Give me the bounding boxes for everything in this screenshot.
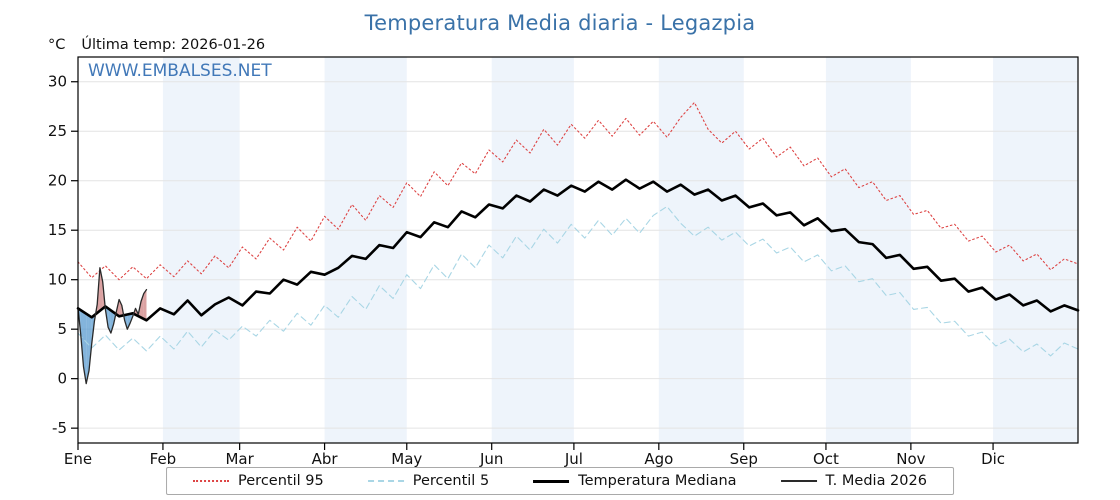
svg-text:30: 30 [48, 73, 67, 91]
svg-text:Feb: Feb [150, 450, 177, 468]
svg-text:Nov: Nov [896, 450, 925, 468]
svg-text:Ene: Ene [64, 450, 92, 468]
svg-text:Sep: Sep [730, 450, 758, 468]
legend-item-media-2026: T. Media 2026 [780, 473, 927, 489]
svg-text:May: May [391, 450, 422, 468]
svg-text:5: 5 [57, 320, 67, 338]
legend-label-media-2026: T. Media 2026 [825, 473, 927, 489]
svg-text:Jun: Jun [479, 450, 503, 468]
svg-text:20: 20 [48, 172, 67, 190]
svg-text:Oct: Oct [813, 450, 839, 468]
svg-text:10: 10 [48, 271, 67, 289]
percentil-95-line-icon [193, 480, 230, 482]
legend: Percentil 95 Percentil 5 Temperatura Med… [166, 467, 954, 495]
svg-text:-5: -5 [52, 419, 67, 437]
y-axis-unit-label: °C [48, 37, 66, 53]
svg-text:Dic: Dic [981, 450, 1005, 468]
svg-text:15: 15 [48, 221, 67, 239]
legend-item-percentil-95: Percentil 95 [193, 473, 324, 489]
svg-text:25: 25 [48, 122, 67, 140]
last-temp-label: Última temp: 2026-01-26 [81, 37, 266, 53]
svg-text:Mar: Mar [225, 450, 254, 468]
legend-label-mediana: Temperatura Mediana [578, 473, 737, 489]
legend-item-percentil-5: Percentil 5 [367, 473, 490, 489]
page-title: Temperatura Media diaria - Legazpia [364, 11, 756, 35]
svg-text:Ago: Ago [644, 450, 673, 468]
legend-item-mediana: Temperatura Mediana [533, 473, 737, 489]
legend-label-percentil-5: Percentil 5 [412, 473, 490, 489]
mediana-line-icon [533, 479, 570, 483]
watermark: WWW.EMBALSES.NET [88, 61, 272, 81]
svg-text:Jul: Jul [564, 450, 583, 468]
percentil-5-line-icon [367, 480, 404, 482]
legend-label-percentil-95: Percentil 95 [238, 473, 324, 489]
svg-text:0: 0 [57, 370, 67, 388]
media-2026-line-icon [780, 480, 817, 482]
axis-unit-row: °C Última temp: 2026-01-26 [48, 37, 265, 53]
svg-text:Abr: Abr [312, 450, 339, 468]
